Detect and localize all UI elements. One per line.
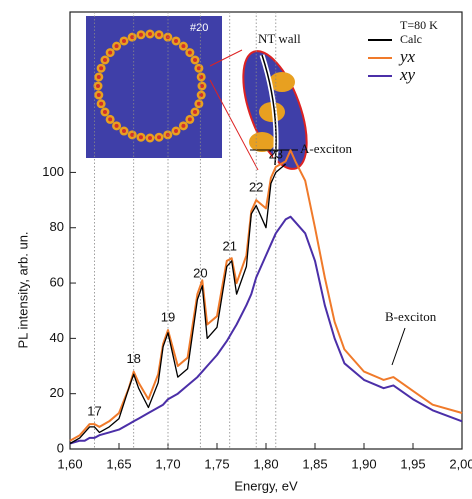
y-tick-label: 40 bbox=[50, 330, 64, 345]
legend-label: Calc bbox=[400, 32, 422, 46]
inset-dot-core bbox=[200, 84, 204, 88]
inset-number: #20 bbox=[190, 22, 208, 34]
nt-wall-label: NT wall bbox=[258, 31, 301, 46]
peak-label: 21 bbox=[223, 239, 237, 254]
inset-dot-core bbox=[181, 123, 186, 128]
inset-dot-core bbox=[196, 66, 201, 71]
inset-dot-core bbox=[193, 58, 198, 62]
zoom-dot bbox=[269, 72, 295, 92]
y-axis-label: PL intensity, arb. un. bbox=[15, 231, 30, 348]
inset-dot-core bbox=[130, 132, 135, 137]
inset-dot-core bbox=[199, 74, 204, 79]
inset-dot-core bbox=[108, 117, 113, 122]
inset bbox=[86, 16, 222, 158]
inset-dot-core bbox=[96, 74, 101, 79]
x-tick-label: 1,65 bbox=[106, 456, 131, 471]
x-tick-label: 1,80 bbox=[253, 456, 278, 471]
x-tick-label: 1,90 bbox=[351, 456, 376, 471]
inset-dot-core bbox=[181, 44, 186, 49]
y-tick-label: 80 bbox=[50, 219, 64, 234]
y-tick-label: 20 bbox=[50, 385, 64, 400]
zoom-line bbox=[209, 79, 259, 171]
zoom-line bbox=[209, 49, 243, 67]
zoom-dot bbox=[249, 132, 275, 152]
series-line bbox=[69, 149, 463, 442]
x-axis-label: Energy, eV bbox=[234, 478, 298, 493]
peak-label: 19 bbox=[161, 310, 175, 325]
inset-dot-core bbox=[114, 44, 119, 49]
peak-label: 18 bbox=[126, 351, 140, 366]
inset-dot-core bbox=[157, 135, 162, 140]
inset-dot-core bbox=[114, 123, 119, 128]
series-line bbox=[69, 215, 463, 445]
inset-dot-core bbox=[130, 35, 135, 40]
inset-dot-core bbox=[138, 32, 143, 37]
peak-label: 22 bbox=[249, 180, 263, 195]
inset-dot-core bbox=[148, 32, 152, 36]
inset-dot-core bbox=[187, 50, 192, 55]
inset-dot-core bbox=[96, 93, 101, 98]
inset-dot-core bbox=[96, 84, 100, 88]
inset-dot-core bbox=[102, 58, 107, 62]
inset-dot-core bbox=[122, 129, 126, 134]
inset-dot-core bbox=[174, 129, 178, 134]
inset-dot-core bbox=[99, 101, 104, 106]
inset-dot-core bbox=[199, 93, 204, 98]
inset-dot-core bbox=[193, 110, 198, 114]
inset-dot-core bbox=[102, 110, 107, 114]
x-tick-label: 1,95 bbox=[400, 456, 425, 471]
b-exciton-label: B-exciton bbox=[385, 309, 437, 324]
inset-dot-core bbox=[157, 32, 162, 37]
inset-dot-core bbox=[148, 136, 152, 140]
inset-dot-core bbox=[122, 38, 126, 43]
x-tick-label: 1,75 bbox=[204, 456, 229, 471]
inset-dot-core bbox=[99, 66, 104, 71]
legend-label: yx bbox=[398, 47, 416, 66]
legend-label: xy bbox=[399, 65, 416, 84]
inset-dot-core bbox=[108, 50, 113, 55]
annotation-arrow bbox=[391, 327, 406, 366]
y-tick-label: 60 bbox=[50, 274, 64, 289]
x-tick-label: 2,00 bbox=[449, 456, 472, 471]
x-tick-label: 1,85 bbox=[302, 456, 327, 471]
inset-dot-core bbox=[196, 101, 201, 106]
inset-dot-core bbox=[138, 135, 143, 140]
y-tick-label: 0 bbox=[57, 440, 64, 455]
series-line bbox=[69, 163, 287, 445]
peak-label: 20 bbox=[193, 265, 207, 280]
temperature-label: T=80 K bbox=[400, 18, 438, 32]
peak-label: 17 bbox=[87, 404, 101, 419]
inset-dot-core bbox=[187, 117, 192, 122]
inset-dot-core bbox=[174, 38, 178, 43]
x-tick-label: 1,70 bbox=[155, 456, 180, 471]
y-tick-label: 100 bbox=[42, 164, 64, 179]
x-tick-label: 1,60 bbox=[57, 456, 82, 471]
peak-label: 23 bbox=[269, 146, 283, 161]
a-exciton-label: A-exciton bbox=[300, 141, 352, 156]
